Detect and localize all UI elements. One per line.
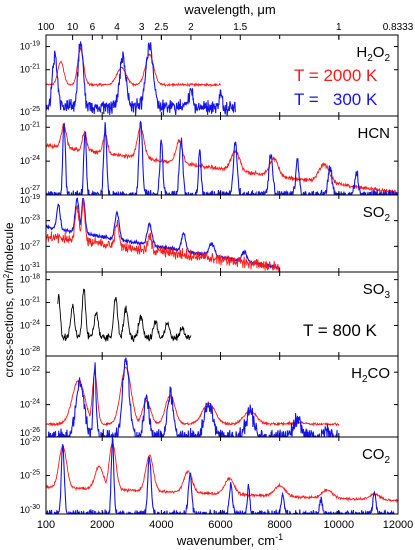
panel-2: 10-19 10-23 10-27 10-31 SO2 (20, 194, 399, 273)
panel-1-ytick-label-0: 10-21 (20, 121, 40, 132)
panel-0-ytick-label-0: 10-19 (20, 41, 40, 52)
panel-0-ytick-label-1: 10-21 (20, 64, 40, 75)
top-tick-label-0: 100 (38, 22, 55, 33)
x-tick-label-6: 12000 (383, 519, 414, 531)
panel-1-ytick-label-1: 10-24 (20, 155, 40, 166)
panel-2-series-cold (46, 197, 280, 270)
top-tick-label-1: 10 (67, 22, 79, 33)
top-axis-label: wavelength, μm (183, 2, 275, 17)
legend-cold-label: T = 300 K (294, 90, 378, 109)
panel-4-ytick-label-1: 10-24 (20, 399, 40, 410)
x-tick-label-3: 6000 (208, 519, 232, 531)
panel-3-series-single (57, 288, 192, 343)
top-tick-label-3: 4 (114, 22, 120, 33)
panel-5-frame (45, 436, 399, 515)
panel-4: 10-22 10-24 10-26 H2CO (20, 355, 399, 438)
top-axis-ticks: 100 10 6 4 3 2.5 2 1.5 1 0.8333 (38, 22, 414, 40)
panel-2-ytick-label-0: 10-19 (20, 194, 40, 205)
x-tick-label-0: 100 (37, 519, 55, 531)
panel-4-frame (45, 355, 399, 438)
x-axis-label: wavenumber, cm-1 (176, 532, 283, 548)
panel-2-series-hot (46, 199, 281, 272)
panel-3-frame (45, 271, 399, 357)
panel-2-molecule-label: SO2 (363, 204, 391, 224)
panel-4-series (46, 357, 340, 437)
panel-4-series-cold (46, 357, 340, 437)
panel-1-ytick-label-2: 10-27 (20, 185, 40, 196)
legend-hot-label: T = 2000 K (294, 66, 378, 85)
panels-group: 10-1910-2110-25H2O210-2110-2410-27HCN10-… (20, 34, 399, 515)
x-tick-label-5: 10000 (324, 519, 355, 531)
panel-1-series-hot (46, 122, 398, 195)
top-tick-label-5: 2.5 (154, 22, 168, 33)
panel-5: 10-20 10-25 10-30 CO2 (20, 436, 399, 515)
x-tick-label-4: 8000 (267, 519, 291, 531)
panel-5-ytick-label-1: 10-25 (20, 470, 40, 481)
panel-1: 10-21 10-24 10-27 HCN (20, 115, 399, 196)
y-axis-label: cross-sections, cm2/molecule (2, 222, 16, 377)
panel-5-ytick-label-0: 10-20 (20, 436, 40, 447)
panel-4-ytick-label-2: 10-26 (20, 427, 40, 438)
legend: T = 2000 K T = 300 K T = 800 K (294, 66, 378, 340)
x-tick-label-1: 2000 (90, 519, 114, 531)
panel-3-molecule-label: SO3 (363, 281, 391, 301)
panel-3-ytick-label-1: 10-21 (20, 297, 40, 308)
panel-4-ytick-label-0: 10-22 (20, 366, 40, 377)
panel-5-series (46, 437, 398, 514)
panel-4-molecule-label: H2CO (351, 365, 390, 385)
panel-5-ytick-label-2: 10-30 (20, 504, 40, 515)
panel-5-series-cold (46, 437, 398, 514)
panel-0-ytick-label-2: 10-25 (20, 106, 40, 117)
panel-0-series-cold (46, 41, 236, 116)
legend-single-label: T = 800 K (303, 321, 378, 340)
top-tick-label-6: 2 (188, 22, 194, 33)
top-tick-label-2: 6 (90, 22, 96, 33)
top-tick-label-7: 1.5 (233, 22, 247, 33)
panel-5-series-hot (46, 442, 398, 504)
x-tick-label-2: 4000 (149, 519, 173, 531)
panel-1-molecule-label: HCN (358, 125, 391, 142)
panel-3: 10-18 10-21 10-24 10-28 SO3 (20, 271, 399, 357)
top-tick-label-9: 0.8333 (383, 22, 414, 33)
panel-3-ytick-label-2: 10-24 (20, 319, 40, 330)
panel-1-series (46, 120, 398, 195)
panel-0-molecule-label: H2O2 (356, 44, 390, 64)
panel-1-series-cold (46, 120, 398, 195)
panel-5-molecule-label: CO2 (362, 446, 391, 466)
panel-3-series (57, 288, 192, 343)
panel-3-ytick-label-0: 10-18 (20, 274, 40, 285)
panel-2-frame (45, 194, 399, 273)
panel-2-ytick-label-1: 10-23 (20, 215, 40, 226)
top-tick-label-4: 3 (139, 22, 145, 33)
bottom-axis-ticks: 100 2000 4000 6000 8000 10000 12000 (37, 519, 413, 531)
panel-2-series (46, 197, 281, 272)
panel-4-series-hot (46, 366, 340, 427)
top-tick-label-8: 1 (336, 22, 342, 33)
panel-2-ytick-label-3: 10-31 (20, 262, 40, 273)
panel-3-ytick-label-3: 10-28 (20, 346, 40, 357)
panel-0-series (46, 41, 236, 116)
panel-2-ytick-label-2: 10-27 (20, 240, 40, 251)
panel-0-series-hot (46, 47, 221, 88)
